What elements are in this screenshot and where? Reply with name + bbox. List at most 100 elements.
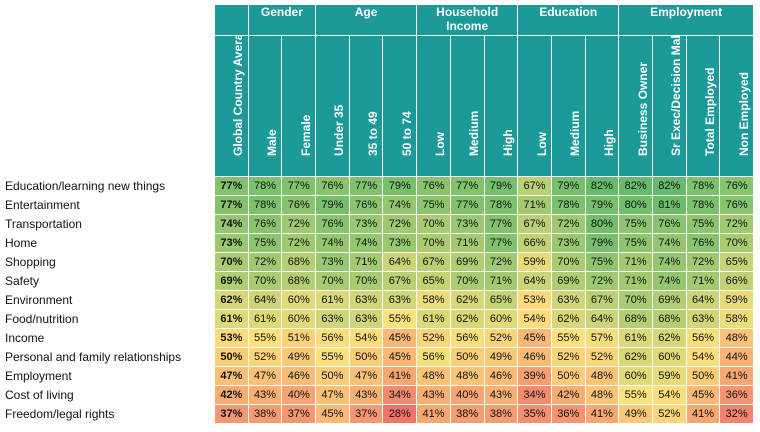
- global-average-cell: 62%: [214, 290, 249, 310]
- value-cell: 60%: [483, 309, 519, 329]
- value-cell: 77%: [348, 176, 384, 196]
- value-cell: 54%: [651, 385, 687, 405]
- value-cell: 78%: [550, 195, 586, 215]
- table-row: Home 73% 75% 72% 74% 74% 73% 70% 71% 77% 66% 73% 79%…: [4, 233, 754, 253]
- corner-blank: [4, 4, 215, 177]
- value-cell: 50%: [449, 347, 485, 367]
- value-cell: 71%: [618, 271, 653, 291]
- value-cell: 58%: [416, 290, 451, 310]
- global-average-cell: 69%: [214, 271, 249, 291]
- global-average-cell: 47%: [214, 366, 249, 386]
- value-cell: 69%: [449, 252, 485, 272]
- value-cell: 61%: [247, 309, 283, 329]
- column-header-label: Business Owner: [635, 61, 650, 156]
- value-cell: 73%: [348, 214, 384, 234]
- value-cell: 74%: [315, 233, 350, 253]
- value-cell: 50%: [685, 366, 721, 386]
- value-cell: 43%: [348, 385, 384, 405]
- table-row: Employment 47% 47% 46% 50% 47% 41% 48% 48% 46% 39%…: [4, 366, 754, 386]
- value-cell: 54%: [685, 347, 721, 367]
- column-header-row: Global Country Average Male Female Under 35…: [5, 35, 754, 177]
- column-header-label: High: [601, 129, 616, 156]
- value-cell: 40%: [281, 385, 317, 405]
- column-header: Global Country Average: [214, 35, 249, 177]
- value-cell: 34%: [517, 385, 552, 405]
- value-cell: 55%: [247, 328, 283, 348]
- value-cell: 49%: [483, 347, 519, 367]
- value-cell: 79%: [382, 176, 418, 196]
- value-cell: 50%: [348, 347, 384, 367]
- value-cell: 56%: [416, 347, 451, 367]
- value-cell: 70%: [348, 271, 384, 291]
- row-label: Employment: [4, 366, 215, 386]
- column-header: High: [483, 35, 519, 177]
- data-table: Gender Age Household Income Education Employ…: [4, 4, 754, 424]
- column-header-label: Medium: [568, 110, 583, 156]
- column-header-label: Low: [433, 132, 448, 156]
- column-group-header: Household Income: [416, 4, 519, 36]
- value-cell: 66%: [517, 233, 552, 253]
- value-cell: 68%: [281, 252, 317, 272]
- value-cell: 74%: [651, 271, 687, 291]
- column-header-label: Sr Exec/Decision Maker: [669, 35, 684, 157]
- value-cell: 63%: [550, 290, 586, 310]
- value-cell: 62%: [449, 290, 485, 310]
- value-cell: 68%: [281, 271, 317, 291]
- row-label: Transportation: [4, 214, 215, 234]
- row-label: Education/learning new things: [4, 176, 215, 196]
- row-label: Entertainment: [4, 195, 215, 215]
- value-cell: 70%: [315, 271, 350, 291]
- value-cell: 67%: [584, 290, 620, 310]
- value-cell: 52%: [416, 328, 451, 348]
- table-row: Food/nutrition 61% 61% 60% 63% 63% 55% 61% 62% 60…: [4, 309, 754, 329]
- column-header-label: Medium: [467, 110, 482, 156]
- table-row: Personal and family relationships 50% 52% 4…: [4, 347, 754, 367]
- table-row: Cost of living 42% 43% 40% 47% 43% 34% 43% 40% 43…: [4, 385, 754, 405]
- value-cell: 72%: [719, 214, 754, 234]
- value-cell: 41%: [719, 366, 754, 386]
- value-cell: 59%: [651, 366, 687, 386]
- column-group-header: Gender: [247, 4, 317, 36]
- value-cell: 41%: [382, 366, 418, 386]
- value-cell: 69%: [550, 271, 586, 291]
- column-group-header: Education: [517, 4, 620, 36]
- column-header: Male: [247, 35, 283, 177]
- column-header-label: Low: [534, 132, 549, 156]
- value-cell: 70%: [449, 271, 485, 291]
- column-header-label: Total Employed: [702, 67, 717, 156]
- value-cell: 78%: [685, 195, 721, 215]
- column-header: 35 to 49: [348, 35, 384, 177]
- value-cell: 76%: [315, 214, 350, 234]
- value-cell: 71%: [348, 252, 384, 272]
- column-header-label: Male: [265, 129, 280, 156]
- value-cell: 53%: [517, 290, 552, 310]
- value-cell: 63%: [348, 290, 384, 310]
- value-cell: 48%: [449, 366, 485, 386]
- value-cell: 67%: [517, 176, 552, 196]
- value-cell: 45%: [685, 385, 721, 405]
- value-cell: 70%: [719, 233, 754, 253]
- value-cell: 77%: [281, 176, 317, 196]
- value-cell: 52%: [483, 328, 519, 348]
- value-cell: 71%: [449, 233, 485, 253]
- value-cell: 43%: [483, 385, 519, 405]
- value-cell: 67%: [517, 214, 552, 234]
- column-header-label: 35 to 49: [366, 111, 381, 156]
- value-cell: 62%: [550, 309, 586, 329]
- value-cell: 46%: [281, 366, 317, 386]
- row-label: Income: [4, 328, 215, 348]
- value-cell: 75%: [584, 252, 620, 272]
- value-cell: 35%: [517, 404, 552, 424]
- column-header-label: Global Country Average: [231, 35, 246, 157]
- value-cell: 48%: [719, 328, 754, 348]
- value-cell: 64%: [382, 252, 418, 272]
- global-average-cell: 73%: [214, 233, 249, 253]
- value-cell: 71%: [618, 252, 653, 272]
- column-header-label: 50 to 74: [399, 111, 414, 156]
- value-cell: 43%: [247, 385, 283, 405]
- column-group-header: Employment: [618, 4, 754, 36]
- value-cell: 72%: [584, 271, 620, 291]
- value-cell: 69%: [651, 290, 687, 310]
- value-cell: 66%: [719, 271, 754, 291]
- value-cell: 73%: [449, 214, 485, 234]
